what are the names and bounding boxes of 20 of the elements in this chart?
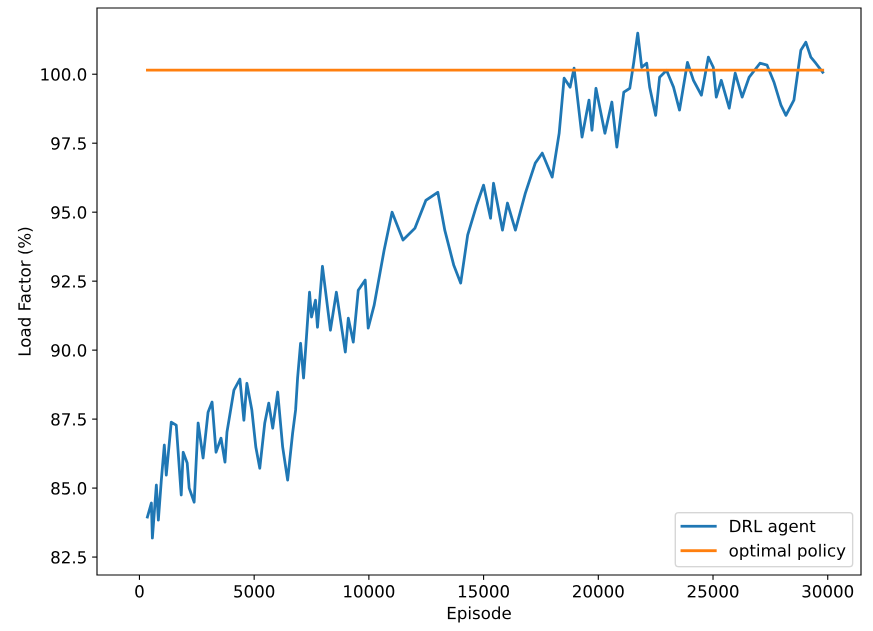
x-tick-label: 15000 xyxy=(458,585,509,598)
x-tick-label: 0 xyxy=(135,585,144,598)
y-tick-label: 97.5 xyxy=(51,137,86,150)
y-tick-label: 92.5 xyxy=(51,275,86,288)
legend-label: DRL agent xyxy=(730,520,816,536)
y-tick-label: 90.0 xyxy=(51,344,86,357)
y-tick-label: 95.0 xyxy=(51,206,86,219)
y-tick-label: 82.5 xyxy=(51,551,86,564)
y-axis-title: Load Factor (%) xyxy=(18,228,33,356)
y-tick-label: 100.0 xyxy=(41,68,86,81)
x-tick-label: 5000 xyxy=(234,585,274,598)
y-tick-label: 87.5 xyxy=(51,413,86,426)
x-tick-label: 30000 xyxy=(802,585,854,598)
x-tick-label: 25000 xyxy=(688,585,738,598)
y-tick-label: 85.0 xyxy=(51,482,86,495)
x-tick-label: 10000 xyxy=(344,585,394,598)
x-axis-title: Episode xyxy=(448,606,511,623)
line-series xyxy=(146,32,824,540)
x-tick-label: 20000 xyxy=(573,585,624,598)
legend-label: optimal policy xyxy=(730,544,846,560)
